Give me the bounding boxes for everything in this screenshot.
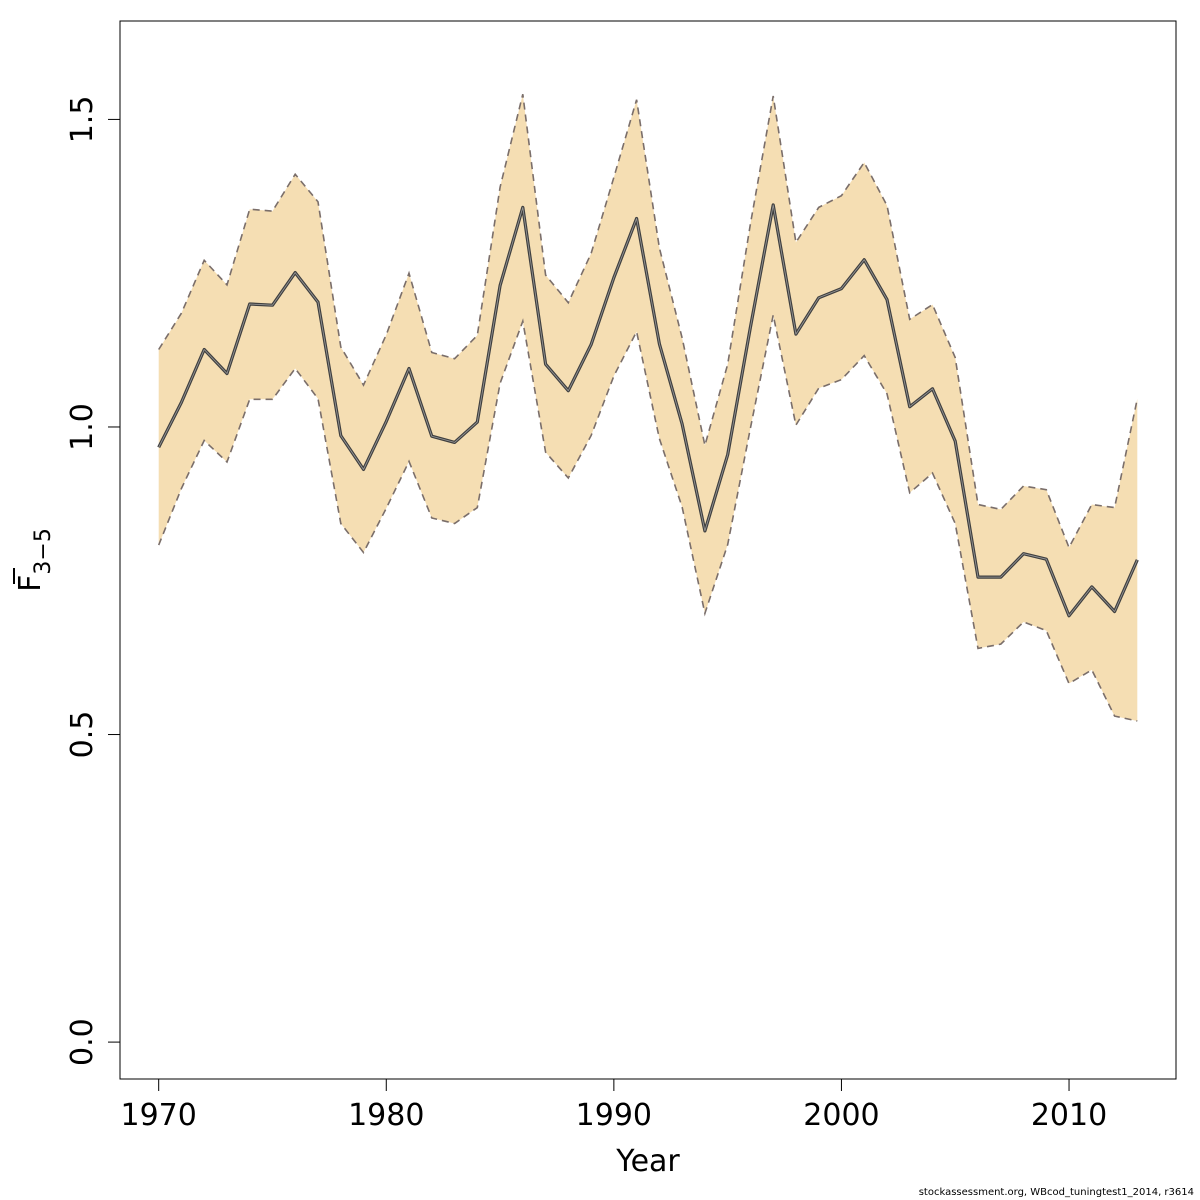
y-axis-title-subscript: 3−5 (31, 528, 56, 574)
y-tick-label: 0.0 (65, 1018, 100, 1066)
x-tick-label: 2000 (803, 1098, 879, 1133)
x-tick-label: 1980 (348, 1098, 424, 1133)
confidence-band (157, 94, 1139, 722)
y-axis-title-main: F (13, 575, 48, 592)
svg-text:F3−5: F3−5 (13, 528, 56, 592)
x-axis-title: Year (615, 1144, 680, 1179)
estimate-line-highlight (158, 204, 1138, 617)
x-tick-label: 1990 (576, 1098, 652, 1133)
x-tick-label: 2010 (1031, 1098, 1107, 1133)
y-axis-title: F3−5 (13, 528, 56, 592)
band-fill (158, 94, 1138, 721)
x-axis: 1970 1980 1990 2000 2010 (121, 1078, 1107, 1133)
y-tick-label: 1.0 (65, 403, 100, 451)
upper-bound-line (158, 94, 1139, 550)
footer-caption: stockassessment.org, WBcod_tuningtest1_2… (918, 1187, 1194, 1198)
x-tick-label: 1970 (121, 1098, 197, 1133)
lower-bound-line (157, 314, 1138, 722)
y-axis: 0.0 0.5 1.0 1.5 (65, 96, 121, 1066)
y-tick-label: 0.5 (65, 711, 100, 759)
estimate-series (157, 203, 1139, 618)
y-tick-label: 1.5 (65, 96, 100, 144)
